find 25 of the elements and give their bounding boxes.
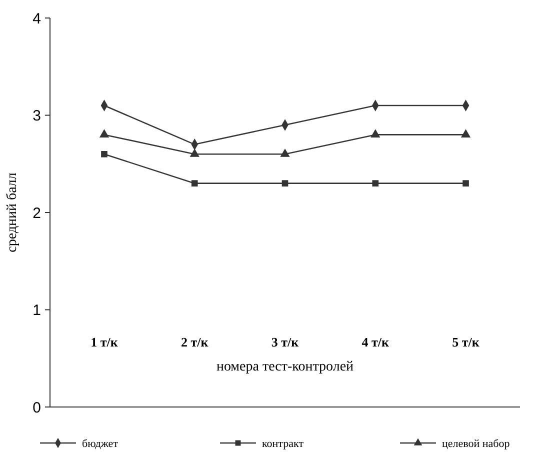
point: [280, 148, 290, 157]
legend-label: целевой набор: [442, 438, 510, 450]
point: [190, 148, 200, 157]
x-tick-label: 5 т/к: [452, 334, 480, 350]
point: [372, 180, 379, 186]
point: [101, 150, 108, 158]
point: [282, 180, 288, 186]
legend-label: контракт: [262, 438, 304, 450]
x-tick-label: 3 т/к: [271, 334, 300, 350]
x-axis-title: номера тест-контролей: [216, 360, 354, 375]
y-tick-label: 3: [32, 108, 41, 124]
point: [370, 129, 380, 138]
point: [99, 129, 110, 138]
x-tick-label: 1 т/к: [90, 334, 118, 350]
y-tick-label: 2: [32, 204, 41, 222]
y-tick-label: 0: [32, 399, 41, 416]
y-axis-title: средний балл: [5, 172, 20, 252]
x-tick-label: 2 т/к: [180, 334, 209, 350]
point: [462, 180, 469, 186]
x-tick-label: 4 т/к: [362, 334, 390, 350]
y-tick-label: 1: [32, 302, 41, 319]
legend-label: бюджет: [82, 438, 118, 450]
point: [460, 129, 471, 138]
y-tick-label: 4: [32, 10, 41, 28]
point: [191, 180, 198, 186]
